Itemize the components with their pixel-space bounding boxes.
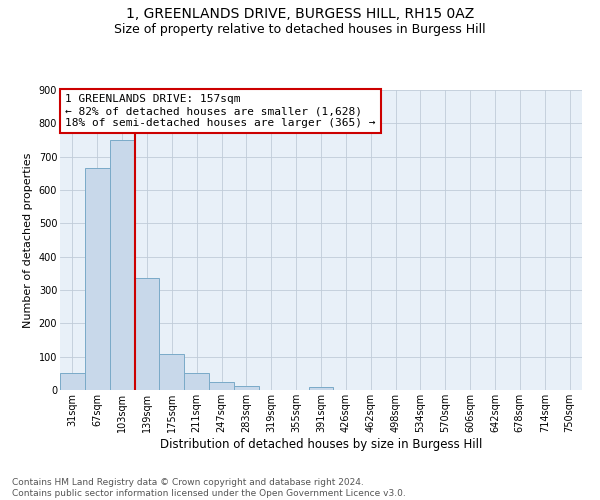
Bar xyxy=(209,382,234,390)
Bar xyxy=(160,354,184,390)
Bar xyxy=(110,140,134,390)
X-axis label: Distribution of detached houses by size in Burgess Hill: Distribution of detached houses by size … xyxy=(160,438,482,450)
Bar xyxy=(234,386,259,390)
Text: Contains HM Land Registry data © Crown copyright and database right 2024.
Contai: Contains HM Land Registry data © Crown c… xyxy=(12,478,406,498)
Bar xyxy=(308,388,334,390)
Bar xyxy=(134,278,160,390)
Text: 1, GREENLANDS DRIVE, BURGESS HILL, RH15 0AZ: 1, GREENLANDS DRIVE, BURGESS HILL, RH15 … xyxy=(126,8,474,22)
Bar xyxy=(60,374,85,390)
Bar xyxy=(85,168,110,390)
Y-axis label: Number of detached properties: Number of detached properties xyxy=(23,152,33,328)
Text: 1 GREENLANDS DRIVE: 157sqm
← 82% of detached houses are smaller (1,628)
18% of s: 1 GREENLANDS DRIVE: 157sqm ← 82% of deta… xyxy=(65,94,376,128)
Text: Size of property relative to detached houses in Burgess Hill: Size of property relative to detached ho… xyxy=(114,22,486,36)
Bar xyxy=(184,374,209,390)
